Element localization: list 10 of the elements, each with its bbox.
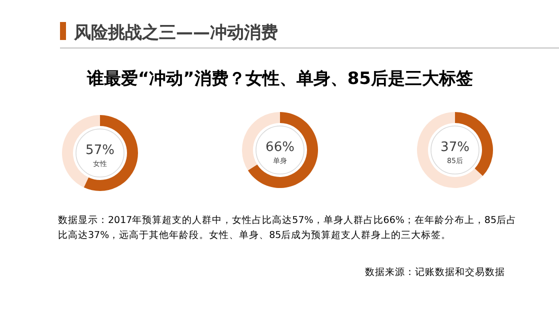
- donut-slice: [417, 112, 483, 188]
- donut-slice: [84, 115, 138, 191]
- data-label: 57%: [86, 143, 114, 158]
- data-label: 37%: [440, 140, 470, 155]
- text: 风险挑战之三——冲动消费: [73, 23, 278, 43]
- source-note: 数据来源：记账数据和交易数据: [365, 266, 505, 278]
- text: 谁最爱“冲动”消费？女性、单身、85后是三大标签: [86, 69, 474, 89]
- data-label: 66%: [266, 140, 294, 155]
- donut-slice: [248, 112, 318, 188]
- text: 数据显示：2017年预算超支的人群中，女性占比高达57%，单身人群占比66%；在年龄分布上，85后占比高达37%，远高于其他年龄段。女性、单身、85后成为预算超支人群身上的三大标签。: [58, 214, 518, 243]
